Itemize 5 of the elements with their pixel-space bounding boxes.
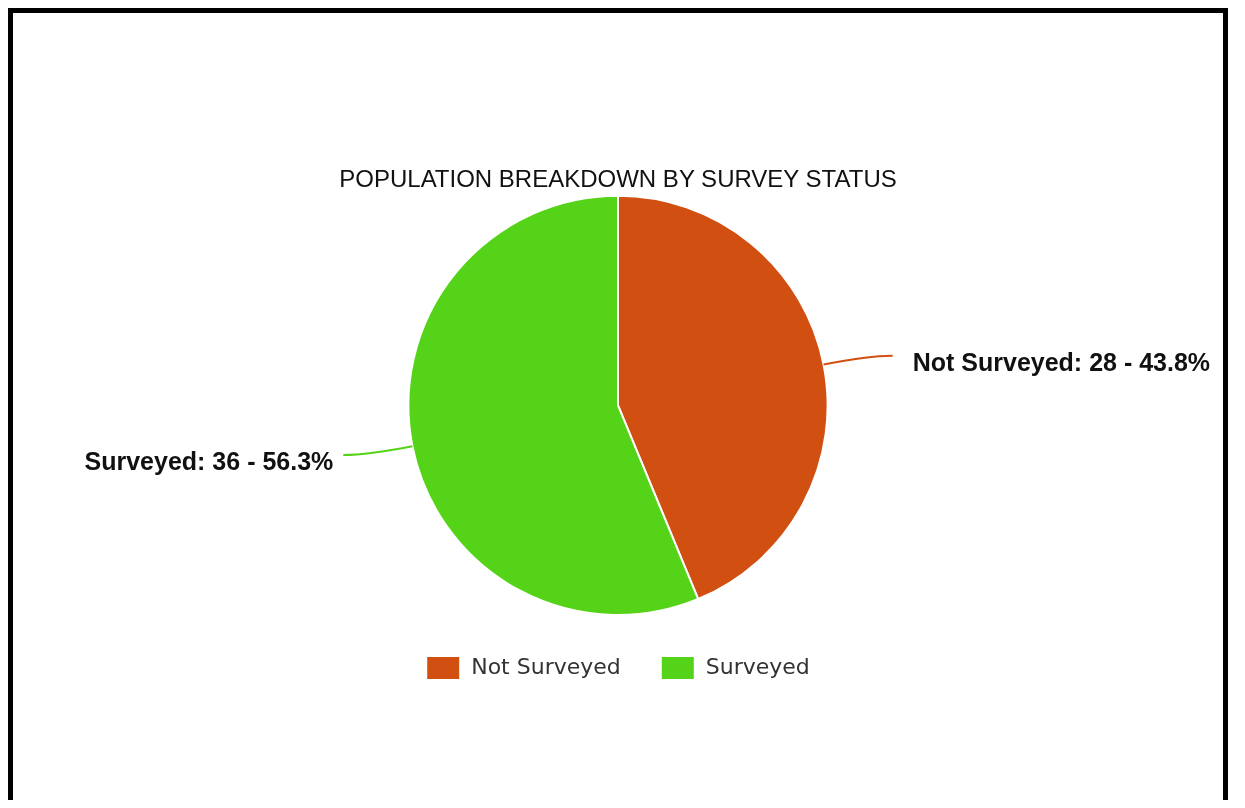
data-label: Not Surveyed: 28 - 43.8% xyxy=(912,347,1211,376)
legend-label: Surveyed xyxy=(705,653,810,679)
data-label: Surveyed: 36 - 56.3% xyxy=(84,446,334,475)
legend-label: Not Surveyed xyxy=(471,653,621,679)
chart-title: POPULATION BREAKDOWN BY SURVEY STATUS xyxy=(339,165,897,193)
